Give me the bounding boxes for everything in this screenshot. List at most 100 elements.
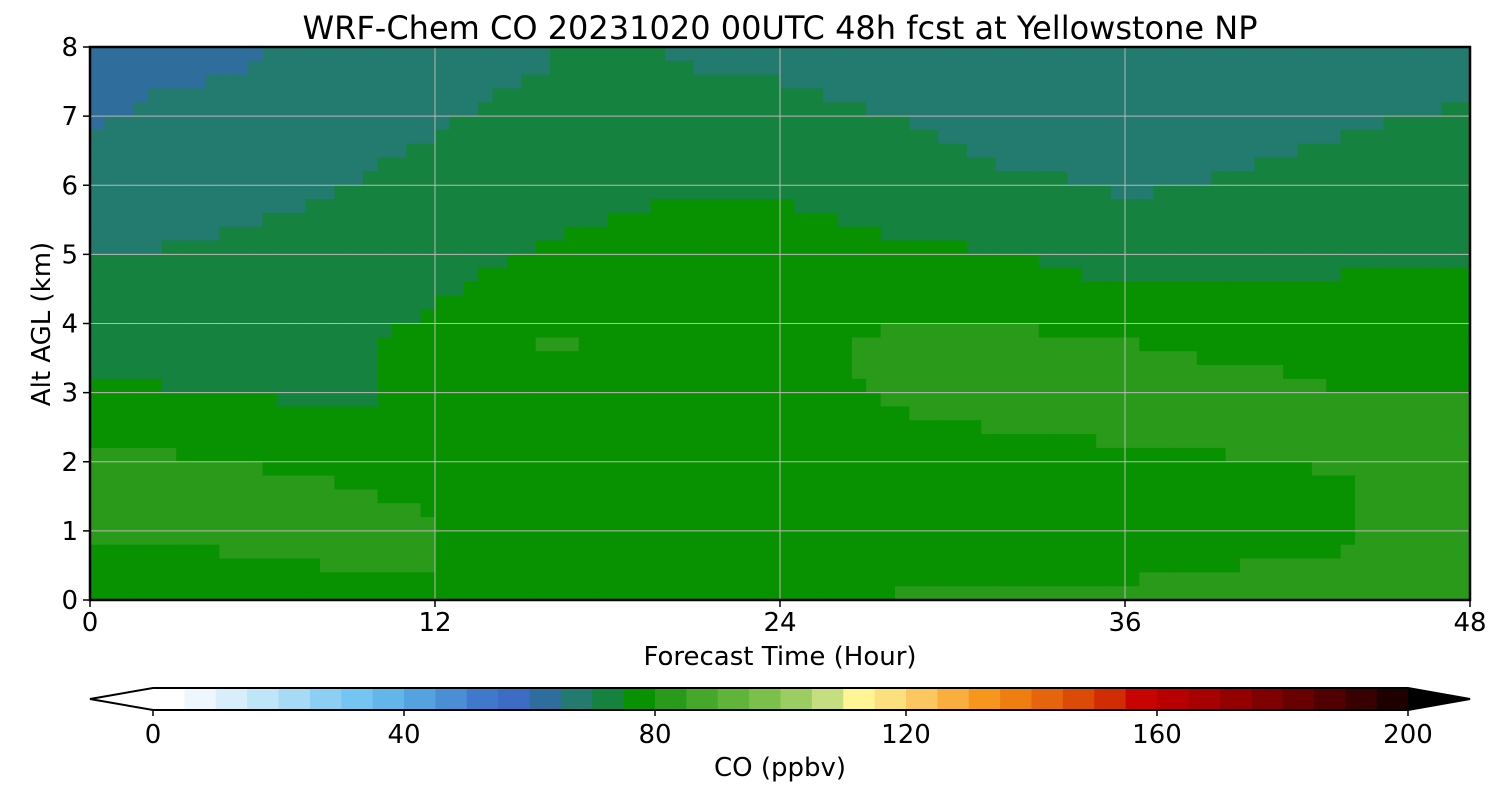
contour-cell <box>564 254 580 269</box>
contour-cell <box>1355 254 1370 269</box>
contour-cell <box>650 544 666 560</box>
contour-cell <box>1426 60 1442 76</box>
contour-cell <box>420 351 436 366</box>
contour-cell <box>1010 351 1025 366</box>
contour-cell <box>736 447 752 463</box>
contour-cell <box>751 364 767 380</box>
contour-cell <box>463 143 479 159</box>
contour-cell <box>176 572 192 587</box>
contour-cell <box>837 351 853 366</box>
contour-cell <box>607 254 623 269</box>
contour-cell <box>1067 185 1083 200</box>
contour-cell <box>205 129 220 145</box>
contour-cell <box>938 47 954 62</box>
colorbar-tick-label: 200 <box>1383 720 1433 750</box>
contour-cell <box>147 337 163 352</box>
contour-cell <box>435 323 450 338</box>
contour-cell <box>765 171 781 186</box>
contour-cell <box>895 475 910 490</box>
contour-cell <box>147 420 163 435</box>
contour-cell <box>794 185 810 200</box>
contour-cell <box>693 157 709 173</box>
contour-cell <box>751 157 767 173</box>
contour-cell <box>1139 530 1155 546</box>
contour-cell <box>938 88 954 103</box>
contour-cell <box>492 530 508 546</box>
contour-cell <box>90 254 105 269</box>
contour-cell <box>535 74 551 90</box>
contour-cell <box>895 295 910 311</box>
contour-cell <box>1268 212 1284 228</box>
contour-cell <box>1297 254 1313 269</box>
contour-cell <box>449 88 465 103</box>
contour-cell <box>305 544 321 560</box>
contour-cell <box>233 88 249 103</box>
contour-cell <box>219 88 235 103</box>
contour-cell <box>406 143 422 159</box>
contour-cell <box>593 544 609 560</box>
contour-cell <box>1398 185 1414 200</box>
contour-cell <box>550 364 565 380</box>
contour-cell <box>736 378 752 394</box>
contour-cell <box>377 544 393 560</box>
contour-cell <box>90 212 105 228</box>
contour-cell <box>593 199 609 214</box>
contour-cell <box>1225 392 1241 408</box>
contour-cell <box>435 157 450 173</box>
contour-cell <box>176 116 192 131</box>
contour-cell <box>564 503 580 518</box>
contour-cell <box>1283 337 1299 352</box>
contour-cell <box>1125 295 1140 311</box>
contour-cell <box>1225 364 1241 380</box>
contour-cell <box>564 116 580 131</box>
contour-cell <box>348 282 364 297</box>
contour-cell <box>1053 268 1069 283</box>
contour-cell <box>334 88 350 103</box>
contour-cell <box>1398 558 1414 573</box>
contour-cell <box>1168 185 1184 200</box>
contour-cell <box>1426 129 1442 145</box>
contour-cell <box>1067 392 1083 408</box>
contour-cell <box>1211 74 1227 90</box>
contour-cell <box>1081 240 1097 255</box>
contour-cell <box>736 323 752 338</box>
contour-cell <box>205 378 220 394</box>
contour-cell <box>866 143 882 159</box>
contour-cell <box>1340 171 1356 186</box>
contour-cell <box>1225 337 1241 352</box>
contour-cell <box>1355 226 1370 242</box>
contour-cell <box>305 434 321 449</box>
contour-cell <box>895 116 910 131</box>
contour-cell <box>377 323 393 338</box>
contour-cell <box>1455 199 1471 214</box>
contour-cell <box>1268 282 1284 297</box>
contour-cell <box>262 489 278 504</box>
contour-cell <box>1240 60 1255 76</box>
contour-cell <box>492 226 508 242</box>
contour-cell <box>722 199 738 214</box>
contour-cell <box>1010 447 1025 463</box>
contour-cell <box>923 226 939 242</box>
contour-cell <box>1326 337 1342 352</box>
contour-cell <box>593 503 609 518</box>
contour-cell <box>320 254 335 269</box>
contour-cell <box>981 295 997 311</box>
contour-cell <box>650 185 666 200</box>
contour-cell <box>1369 475 1385 490</box>
contour-cell <box>780 530 795 546</box>
contour-cell <box>981 406 997 421</box>
contour-cell <box>147 392 163 408</box>
contour-cell <box>478 434 494 449</box>
contour-cell <box>377 558 393 573</box>
contour-cell <box>219 447 235 463</box>
contour-cell <box>118 544 134 560</box>
contour-cell <box>262 88 278 103</box>
contour-cell <box>1067 88 1083 103</box>
contour-cell <box>1254 351 1270 366</box>
contour-cell <box>593 351 609 366</box>
contour-cell <box>679 586 695 601</box>
contour-cell <box>506 558 522 573</box>
contour-cell <box>636 434 652 449</box>
contour-cell <box>981 530 997 546</box>
contour-cell <box>320 157 335 173</box>
